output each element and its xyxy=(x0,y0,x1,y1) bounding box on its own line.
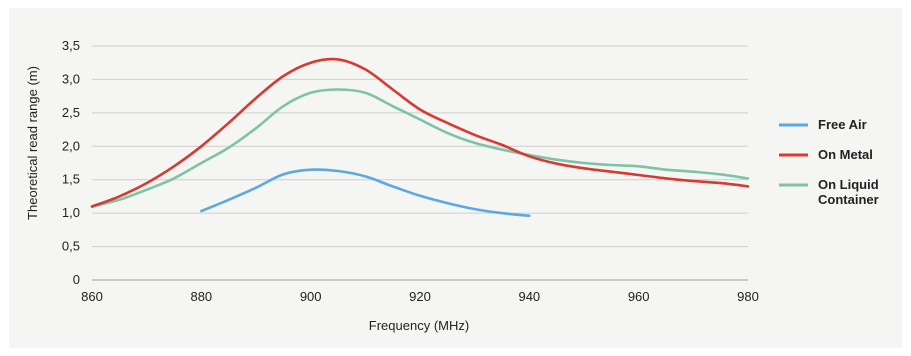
y-tick-label: 0 xyxy=(73,272,80,287)
x-tick-label: 940 xyxy=(518,289,540,304)
y-tick-label: 1,5 xyxy=(62,172,80,187)
series-line-on-liquid-container xyxy=(90,88,750,208)
y-tick-label: 2,0 xyxy=(62,138,80,153)
legend-label-on-metal: On Metal xyxy=(818,147,873,162)
series-line-on-metal xyxy=(90,57,750,208)
line-chart-svg: 0 0,5 1,0 1,5 2,0 2,5 3,0 3,5 860 880 900 920 940 96… xyxy=(25,38,879,333)
y-axis-ticks: 0 0,5 1,0 1,5 2,0 2,5 3,0 3,5 xyxy=(62,38,80,287)
series-line-free-air xyxy=(200,168,531,218)
x-tick-label: 980 xyxy=(737,289,759,304)
y-tick-label: 0,5 xyxy=(62,239,80,254)
x-tick-label: 900 xyxy=(300,289,322,304)
legend-label-line: Free Air xyxy=(818,117,867,132)
series-lines xyxy=(90,57,750,218)
legend: Free Air On Metal On Liquid Container xyxy=(779,117,879,207)
x-tick-label: 920 xyxy=(409,289,431,304)
x-axis-ticks: 860 880 900 920 940 960 980 xyxy=(81,289,759,304)
legend-label-line: Container xyxy=(818,192,879,207)
y-tick-label: 1,0 xyxy=(62,205,80,220)
x-tick-label: 880 xyxy=(190,289,212,304)
grid xyxy=(92,45,748,281)
legend-label-on-liquid-container: On Liquid Container xyxy=(818,177,879,207)
x-tick-label: 960 xyxy=(628,289,650,304)
chart: 0 0,5 1,0 1,5 2,0 2,5 3,0 3,5 860 880 900 920 940 96… xyxy=(9,8,902,348)
y-tick-label: 3,0 xyxy=(62,71,80,86)
x-tick-label: 860 xyxy=(81,289,103,304)
x-axis-title: Frequency (MHz) xyxy=(369,318,469,333)
legend-label-line: On Liquid xyxy=(818,177,879,192)
legend-label-line: On Metal xyxy=(818,147,873,162)
y-tick-label: 3,5 xyxy=(62,38,80,53)
legend-label-free-air: Free Air xyxy=(818,117,867,132)
y-tick-label: 2,5 xyxy=(62,105,80,120)
y-axis-title: Theoretical read range (m) xyxy=(25,66,40,220)
